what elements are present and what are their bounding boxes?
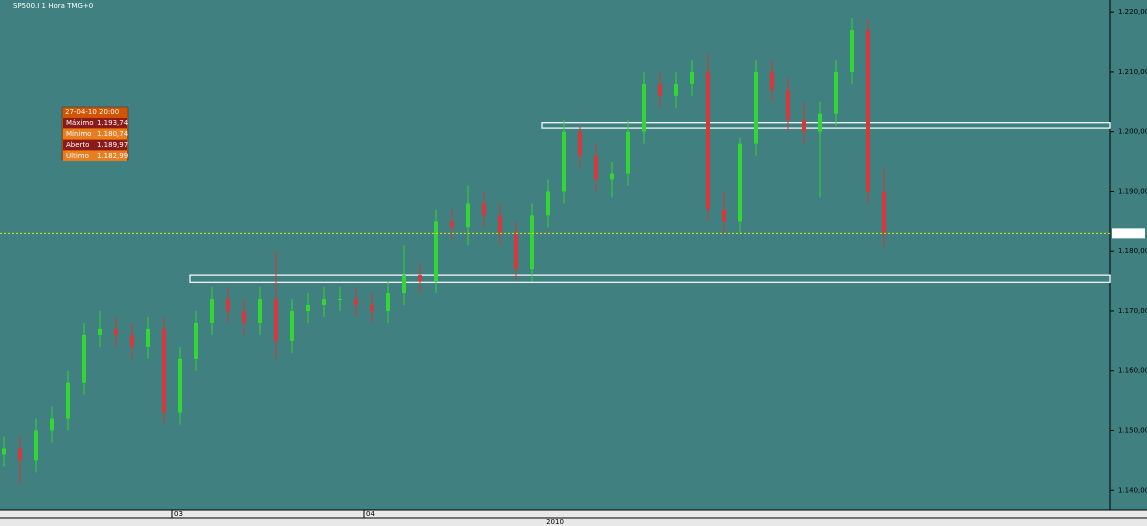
data-window-row	[63, 151, 127, 161]
data-window-header: 27-04-10 20:00	[65, 108, 119, 116]
candle-body	[370, 305, 374, 311]
candle-body	[338, 299, 342, 301]
y-tick-label: 1.220,00	[1118, 8, 1147, 16]
candle-body	[114, 328, 118, 335]
candle-body	[194, 322, 198, 359]
chart-title: SP500.I 1 Hora TMG+0	[13, 2, 93, 10]
candle-body	[402, 275, 406, 294]
candle-body	[626, 131, 630, 174]
zone	[541, 122, 1111, 129]
candle-body	[530, 215, 534, 270]
candle-body	[178, 358, 182, 413]
candle-body	[610, 173, 614, 180]
data-window-label: Mínimo	[66, 130, 91, 138]
candle-body	[2, 448, 6, 455]
candle-body	[210, 299, 214, 323]
candle-body	[866, 30, 870, 192]
candle-body	[322, 299, 326, 306]
candle-body	[754, 71, 758, 144]
candle-body	[722, 209, 726, 222]
candle-body	[306, 305, 310, 311]
candle-body	[674, 83, 678, 96]
candle-body	[514, 233, 518, 270]
data-window-value: 1.182,99	[97, 152, 128, 160]
candle-body	[690, 71, 694, 84]
candle-body	[98, 328, 102, 335]
candle-body	[274, 299, 278, 341]
data-window-row	[63, 129, 127, 139]
candle-body	[354, 299, 358, 306]
x-tick-label: 04	[366, 510, 375, 518]
candle-body	[290, 310, 294, 341]
candle-body	[770, 71, 774, 90]
candle-body	[130, 334, 134, 347]
candle-body	[578, 131, 582, 156]
candle-body	[546, 191, 550, 216]
candle-body	[434, 221, 438, 282]
candle-body	[642, 83, 646, 132]
data-window-row	[63, 118, 127, 128]
candle-body	[242, 310, 246, 323]
candle-body	[450, 221, 454, 228]
y-tick-label: 1.190,00	[1118, 187, 1147, 195]
candle-body	[802, 119, 806, 132]
y-tick-label: 1.160,00	[1118, 367, 1147, 375]
candle-body	[82, 334, 86, 383]
candle-body	[498, 215, 502, 234]
candle-body	[850, 30, 854, 72]
candle-body	[258, 299, 262, 323]
y-tick-label: 1.210,00	[1118, 68, 1147, 76]
y-tick-label: 1.180,00	[1118, 247, 1147, 255]
x-axis-year: 2010	[546, 518, 564, 526]
zone	[189, 274, 1111, 283]
candle-body	[706, 71, 710, 210]
candle-body	[18, 448, 22, 461]
x-tick-label: 03	[174, 510, 183, 518]
candle-body	[786, 89, 790, 120]
y-tick-label: 1.150,00	[1118, 427, 1147, 435]
candle-body	[466, 203, 470, 228]
data-window-value: 1.180,74	[97, 130, 129, 138]
data-window-row	[63, 140, 127, 150]
data-window-label: Último	[66, 151, 89, 160]
candle-body	[482, 203, 486, 216]
candle-body	[882, 191, 886, 234]
candle-body	[66, 382, 70, 419]
candle-body	[594, 155, 598, 180]
data-window-value: 1.189,97	[97, 141, 128, 149]
y-tick-label: 1.200,00	[1118, 128, 1147, 136]
candle-body	[50, 418, 54, 431]
y-tick-label: 1.170,00	[1118, 307, 1147, 315]
candle-body	[818, 113, 822, 132]
candle-body	[386, 293, 390, 311]
candle-body	[658, 83, 662, 96]
candle-body	[562, 131, 566, 192]
candle-body	[146, 328, 150, 347]
candle-body	[418, 275, 422, 282]
candle-body	[738, 143, 742, 222]
last-price-marker	[1112, 228, 1145, 239]
data-window-value: 1.193,74	[97, 119, 129, 127]
candle-body	[162, 328, 166, 413]
data-window-label: Aberto	[66, 141, 89, 149]
y-tick-label: 1.140,00	[1118, 486, 1147, 494]
candle-body	[226, 299, 230, 311]
data-window-label: Máximo	[66, 119, 94, 127]
candle-body	[34, 430, 38, 461]
candle-body	[834, 71, 838, 114]
